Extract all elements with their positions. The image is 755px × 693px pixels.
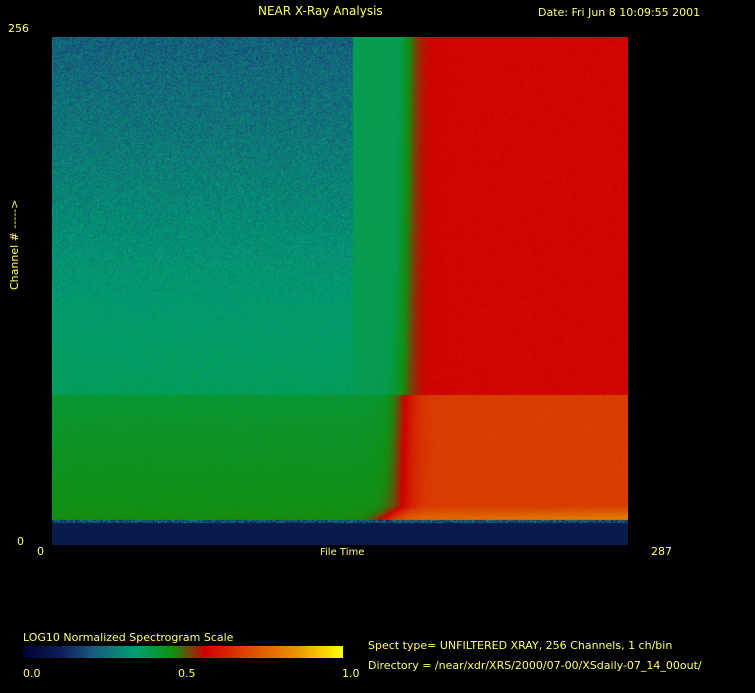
colorbar-tick-05: 0.5 xyxy=(178,667,196,680)
spectrogram-heatmap xyxy=(52,37,628,545)
colorbar-label: LOG10 Normalized Spectrogram Scale xyxy=(23,631,233,644)
x-tick-min: 0 xyxy=(37,545,44,558)
y-tick-min: 0 xyxy=(17,535,24,548)
x-axis-label: File Time xyxy=(320,547,364,558)
colorbar-tick-0: 0.0 xyxy=(23,667,41,680)
chart-title: NEAR X-Ray Analysis xyxy=(258,4,383,18)
directory-info: Directory = /near/xdr/XRS/2000/07-00/XSd… xyxy=(368,659,702,672)
x-tick-max: 287 xyxy=(651,545,672,558)
colorbar-tick-1: 1.0 xyxy=(342,667,360,680)
y-axis-label: Channel # -----> xyxy=(8,200,21,290)
colorbar xyxy=(23,646,343,658)
date-label: Date: Fri Jun 8 10:09:55 2001 xyxy=(538,6,700,19)
spect-type-info: Spect type= UNFILTERED XRAY, 256 Channel… xyxy=(368,639,672,652)
y-tick-max: 256 xyxy=(8,22,29,35)
